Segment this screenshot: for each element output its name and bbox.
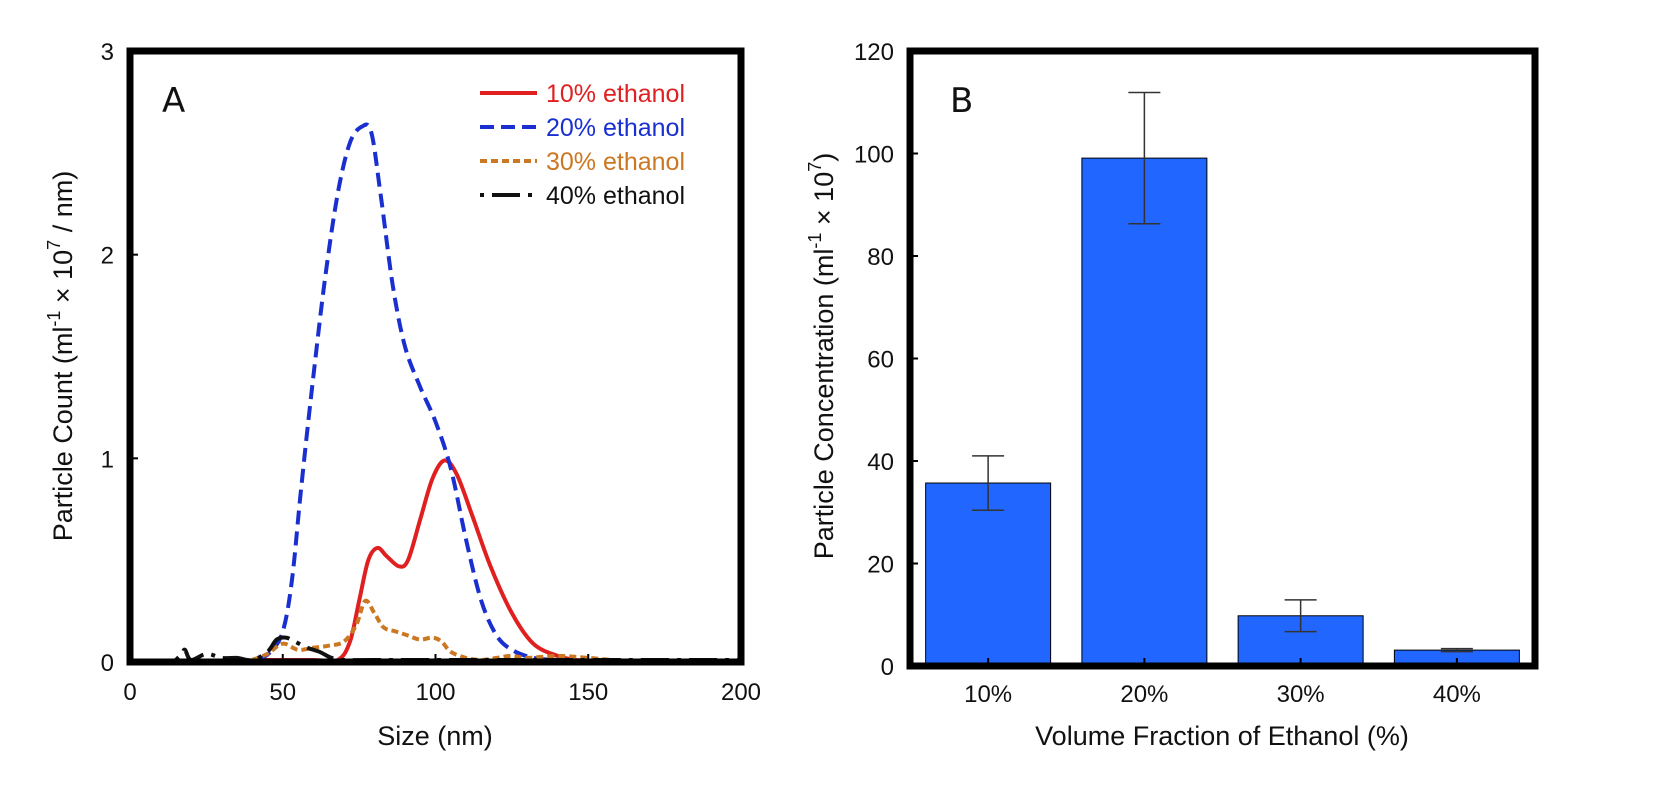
legend-label-40pct: 40% ethanol — [546, 182, 685, 210]
panel-b-x-axis-title: Volume Fraction of Ethanol (%) — [1035, 721, 1409, 751]
panel-b: 10% 20% 30% 40% 0 20 40 60 80 100 120 B Volume Fra… — [805, 39, 1539, 751]
panel-b-y-title-part1: Particle Concentration (ml — [809, 249, 839, 560]
panel-a-label: A — [162, 81, 185, 121]
panel-a-y-title-part2: × 10 — [48, 250, 78, 311]
panel-b-ticks: 10% 20% 30% 40% 0 20 40 60 80 100 120 — [854, 39, 1481, 708]
panel-a-y-axis-title: Particle Count (ml-1 × 107 / nm) — [44, 171, 78, 541]
y-tick-label: 60 — [867, 347, 894, 374]
legend-label-30pct: 30% ethanol — [546, 148, 685, 176]
panel-a-frame — [126, 47, 745, 666]
panel-a-y-title-part1: Particle Count (ml — [48, 327, 78, 542]
panel-b-y-title-part2: × 10 — [809, 172, 839, 233]
x-tick-label: 200 — [721, 679, 761, 706]
y-tick-label: 40 — [867, 449, 894, 476]
y-tick-label: 100 — [854, 142, 894, 169]
panel-a-y-title-sup2: 7 — [44, 240, 64, 250]
panel-a-x-axis-title: Size (nm) — [377, 721, 493, 751]
legend-label-10pct: 10% ethanol — [546, 80, 685, 108]
series-line-40pct-ethanol — [174, 635, 741, 663]
x-tick-label: 50 — [269, 679, 296, 706]
y-tick-label: 0 — [881, 654, 894, 681]
x-tick-label: 30% — [1277, 681, 1325, 708]
panel-a-legend: 10% ethanol 20% ethanol 30% ethanol 40% … — [480, 80, 685, 210]
x-tick-label: 40% — [1433, 681, 1481, 708]
x-tick-label: 10% — [964, 681, 1012, 708]
panel-a-ticks: 0 50 100 150 200 0 1 2 3 — [101, 39, 761, 706]
x-tick-label: 150 — [568, 679, 608, 706]
panel-a: 0 50 100 150 200 0 1 2 3 A Size (nm) Particle Co… — [44, 39, 761, 751]
y-tick-label: 20 — [867, 552, 894, 579]
y-tick-label: 120 — [854, 39, 894, 66]
panel-b-plot-area — [925, 91, 1520, 667]
x-tick-label: 0 — [123, 679, 136, 706]
x-tick-label: 20% — [1120, 681, 1168, 708]
panel-a-y-title-part3: / nm) — [48, 171, 78, 240]
bar-20pct — [1081, 157, 1208, 667]
y-tick-label: 2 — [101, 243, 114, 270]
y-tick-label: 0 — [101, 650, 114, 677]
y-tick-label: 3 — [101, 39, 114, 66]
panel-b-y-axis-title: Particle Concentration (ml-1 × 107) — [805, 153, 839, 559]
x-tick-label: 100 — [415, 679, 455, 706]
panel-a-y-title-sup1: -1 — [44, 311, 64, 327]
legend-label-20pct: 20% ethanol — [546, 114, 685, 142]
panel-b-y-title-part3: ) — [809, 153, 839, 162]
y-tick-label: 80 — [867, 244, 894, 271]
bar-10pct — [925, 482, 1052, 667]
panel-b-label: B — [950, 81, 973, 121]
panel-b-y-title-sup1: -1 — [805, 233, 825, 249]
y-tick-label: 1 — [101, 446, 114, 473]
panel-a-plot-area — [174, 122, 741, 664]
series-line-20pct-ethanol — [257, 122, 574, 663]
series-line-30pct-ethanol — [251, 598, 613, 662]
panel-b-y-title-sup2: 7 — [805, 162, 825, 172]
